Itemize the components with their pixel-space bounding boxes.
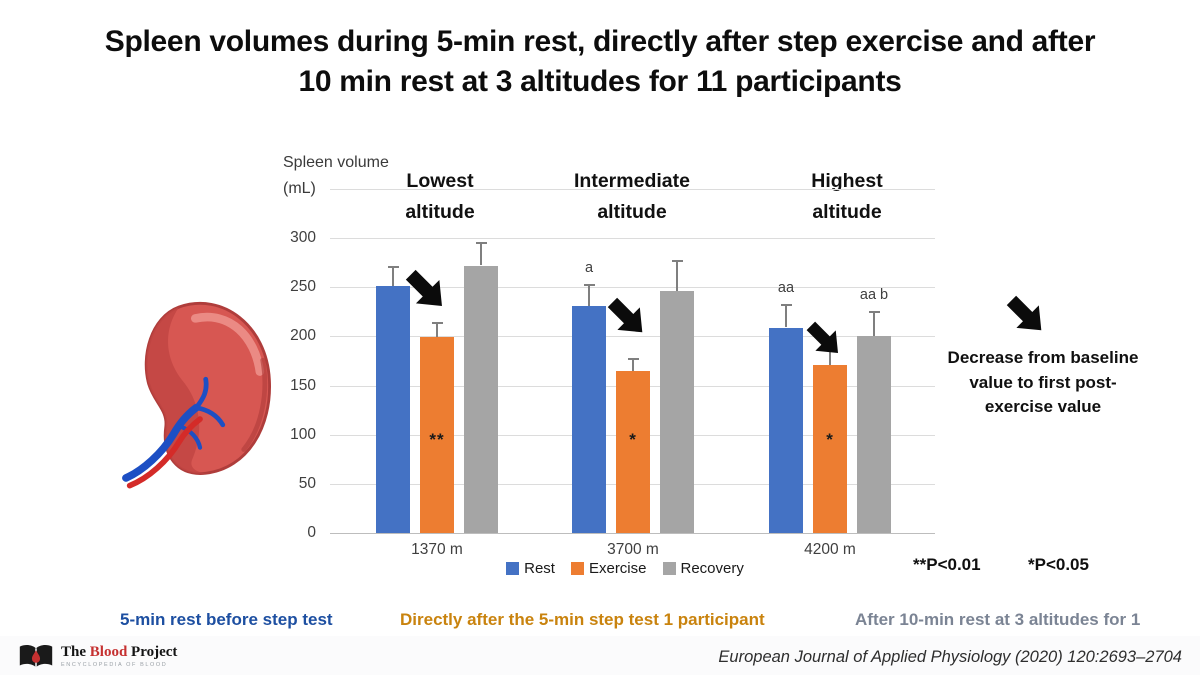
logo-word-project: Project [131,644,178,660]
significance-marker: * [629,430,637,449]
spleen-illustration [105,290,295,495]
group-header-intermediate: Intermediate altitude [527,166,737,228]
caption-rest: 5-min rest before step test [120,610,333,629]
group-header-intermediate-line1: Intermediate [574,170,690,192]
decrease-arrow-icon-intermediate [607,297,643,333]
bar-recovery-1370m [464,265,498,533]
gridline-250 [330,287,935,289]
legend-swatch-rest-icon [506,562,520,575]
error-bar-cap [780,303,792,306]
group-header-highest: Highest altitude [762,166,932,228]
bar-exercise-3700m [616,370,650,534]
decrease-arrow-icon-legend-note [1006,295,1042,331]
group-header-highest-line1: Highest [811,170,883,192]
y-axis-tick-250: 250 [290,278,316,296]
decrease-arrow-icon-lowest [405,269,442,306]
legend-item-recovery: Recovery [662,560,744,577]
y-axis-tick-300: 300 [290,229,316,246]
error-bar [436,321,438,338]
y-axis-title-line1: Spleen volume [283,154,389,171]
error-bar [480,241,482,266]
legend-label-recovery: Recovery [680,560,744,577]
group-header-lowest-line1: Lowest [406,170,474,192]
bar-rest-3700m [572,305,606,533]
significance-marker: ** [429,430,445,449]
bar-rest-1370m [376,286,410,533]
legend-item-exercise: Exercise [570,560,647,577]
page-title-line1: Spleen volumes during 5-min rest, direct… [104,25,1096,58]
decrease-annotation: Decrease from baseline value to first po… [947,348,1139,417]
legend-label-exercise: Exercise [588,560,647,577]
x-axis-label-3700m: 3700 m [607,541,659,558]
significance-note-p01: **P<0.01 [913,555,981,574]
gridline-350 [330,188,935,190]
error-bar-cap [431,321,443,324]
gridline-200 [330,336,935,338]
bar-exercise-4200m [813,364,847,533]
open-book-icon [19,645,53,668]
gridline-0 [330,533,935,534]
error-bar [632,358,634,371]
error-bar [676,259,678,292]
spleen-icon [122,301,271,489]
error-bar [392,265,394,287]
footer-strip [0,636,1200,675]
error-bar-cap [583,284,595,287]
chart-legend: Rest Exercise Recovery [503,560,747,577]
significance-letter: aa b [859,286,889,303]
y-axis-title-line2: (mL) [283,180,316,197]
x-axis-label-4200m: 4200 m [804,541,856,558]
group-header-lowest-line2: altitude [405,201,475,223]
legend-swatch-recovery-icon [662,562,676,575]
y-axis-tick-150: 150 [290,376,316,394]
error-bar [829,348,831,365]
group-header-highest-line2: altitude [812,201,882,223]
significance-marker: * [826,430,834,449]
citation: European Journal of Applied Physiology (… [718,648,1182,666]
x-axis-label-1370m: 1370 m [411,541,463,558]
logo-word-the: The [61,644,87,660]
error-bar [873,310,875,337]
logo-title: The Blood Project [61,645,177,660]
y-axis-tick-100: 100 [290,425,316,443]
bar-recovery-4200m [857,336,891,533]
y-axis-tick-0: 0 [307,524,316,541]
caption-recovery: After 10-min rest at 3 altitudes for 1 [855,610,1141,629]
group-header-intermediate-line2: altitude [597,201,667,223]
page-title: Spleen volumes during 5-min rest, direct… [0,22,1200,101]
error-bar-cap [627,358,639,360]
legend-label-rest: Rest [524,560,555,577]
group-header-lowest: Lowest altitude [352,166,528,228]
error-bar [785,303,787,328]
logo-subtitle: ENCYCLOPEDIA OF BLOOD [61,662,168,668]
significance-letter: aa [777,279,795,296]
bar-recovery-3700m [660,291,694,533]
y-axis-title: Spleen volume (mL) [283,150,389,202]
bar-exercise-1370m [420,337,454,533]
blood-project-logo: The Blood Project ENCYCLOPEDIA OF BLOOD [18,643,177,670]
logo-word-blood: Blood [89,644,128,660]
significance-note-p05: *P<0.05 [1028,555,1089,574]
legend-swatch-exercise-icon [570,562,584,575]
error-bar-cap [387,265,399,268]
caption-exercise: Directly after the 5-min step test 1 par… [400,610,765,629]
gridline-300 [330,238,935,239]
bar-rest-4200m [769,327,803,533]
error-bar-cap [671,259,683,262]
error-bar [588,284,590,306]
y-axis-tick-50: 50 [298,474,316,492]
page-title-line2: 10 min rest at 3 altitudes for 11 partic… [298,64,902,98]
error-bar-cap [475,241,487,244]
significance-letter: a [584,260,594,277]
logo-text: The Blood Project ENCYCLOPEDIA OF BLOOD [61,645,177,669]
legend-item-rest: Rest [506,560,555,577]
error-bar-cap [868,310,880,313]
decrease-arrow-icon-highest [806,321,839,354]
y-axis-tick-200: 200 [290,327,316,345]
